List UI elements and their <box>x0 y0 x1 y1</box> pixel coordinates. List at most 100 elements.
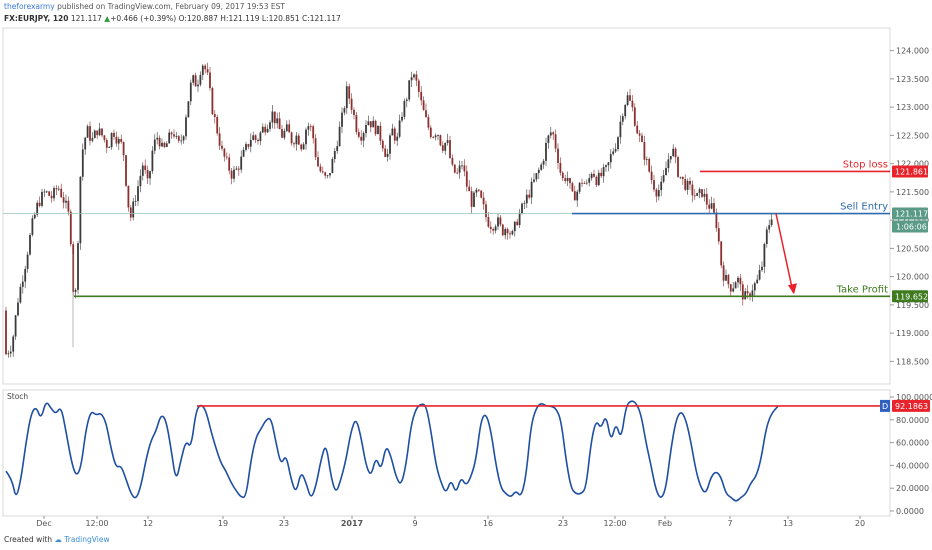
time-axis-label: 2017 <box>341 519 363 528</box>
candle-body <box>98 128 101 136</box>
candle-body <box>218 133 221 146</box>
candle-body <box>53 188 55 199</box>
open-value: O:120.887 <box>178 14 218 23</box>
sell-entry-label: Sell Entry <box>840 202 888 213</box>
candle-body <box>297 135 300 145</box>
candle-body <box>247 144 250 147</box>
candle-body <box>528 194 531 198</box>
candle-body <box>583 183 586 184</box>
symbol-label: FX:EURJPY, 120 <box>4 14 69 23</box>
candle-body <box>153 139 156 151</box>
candle-body <box>415 74 418 81</box>
symbol-info: FX:EURJPY, 120 121.117 ▲+0.466 (+0.39%) … <box>4 14 341 23</box>
candle-body <box>180 140 183 142</box>
candle-body <box>127 185 130 208</box>
price-pane-frame <box>2 27 891 385</box>
author-link[interactable]: theforexarmy <box>4 2 55 11</box>
candle-body <box>717 228 720 242</box>
candle-body <box>45 191 48 193</box>
stoch-axis-label: 80.0000 <box>896 416 929 425</box>
candle-body <box>384 148 387 157</box>
candle-body <box>134 201 137 202</box>
candle-body <box>74 289 77 292</box>
candle-body <box>374 120 377 135</box>
candle-body <box>655 189 658 197</box>
candle-body <box>713 203 715 213</box>
candle-body <box>389 135 391 154</box>
candle-body <box>410 77 413 81</box>
candle-body <box>614 149 617 152</box>
candle-body <box>185 117 187 137</box>
candle-body <box>271 111 274 123</box>
candle-body <box>633 107 636 126</box>
candle-body <box>343 108 346 113</box>
candle-body <box>763 243 766 267</box>
candle-body <box>653 180 655 190</box>
candle-body <box>741 284 744 300</box>
candle-body <box>283 131 286 138</box>
candle-body <box>48 191 51 196</box>
candle-body <box>372 120 375 128</box>
candle-body <box>458 165 461 173</box>
tradingview-logo-icon: ☁ <box>54 535 62 544</box>
candle-body <box>573 191 576 201</box>
candle-body <box>770 219 773 226</box>
candle-body <box>463 165 466 172</box>
candle-body <box>494 226 497 231</box>
candle-body <box>441 145 444 151</box>
candle-body <box>290 132 293 144</box>
candle-body <box>489 226 492 229</box>
candle-body <box>401 116 403 121</box>
candle-body <box>161 142 163 147</box>
time-axis: Dec 12:00 12 19 23 2017 9 16 23 12:00 Feb 7 13 20 <box>36 516 865 528</box>
candle-body <box>240 156 243 170</box>
candle-body <box>84 137 87 150</box>
candle-body <box>211 88 214 115</box>
candle-body <box>245 144 247 150</box>
candle-body <box>413 74 415 78</box>
candle-body <box>307 126 310 130</box>
close-value: C:121.117 <box>302 14 341 23</box>
time-axis-label: Dec <box>36 519 51 528</box>
candle-body <box>333 150 336 160</box>
stop-loss-badge-value: 121.861 <box>895 167 928 176</box>
candle-body <box>353 109 355 116</box>
time-axis-label: 23 <box>558 519 568 528</box>
candle-body <box>317 157 319 167</box>
candle-body <box>669 156 672 160</box>
candle-body <box>9 351 12 354</box>
candle-body <box>566 178 569 182</box>
candle-body <box>117 138 120 144</box>
candle-body <box>177 136 180 141</box>
candle-body <box>727 274 730 285</box>
time-axis-label: 20 <box>855 519 865 528</box>
candle-body <box>14 315 17 337</box>
candle-body <box>710 203 713 209</box>
time-axis-label: 9 <box>412 519 417 528</box>
candle-body <box>67 200 70 212</box>
candle-body <box>273 111 276 124</box>
candle-body <box>765 229 768 244</box>
candle-body <box>254 135 257 140</box>
candle-body <box>689 180 691 185</box>
countdown-badge <box>892 220 928 233</box>
candle-body <box>473 192 475 207</box>
candle-body <box>199 74 202 85</box>
stoch-line <box>5 400 779 502</box>
candle-body <box>612 151 615 155</box>
candle-body <box>708 204 711 209</box>
publish-text: published on TradingView.com, February 0… <box>57 2 285 11</box>
candle-body <box>345 86 348 109</box>
candle-body <box>348 86 351 99</box>
candle-body <box>408 80 411 100</box>
candle-body <box>355 115 358 133</box>
candle-body <box>151 150 154 172</box>
candle-body <box>182 136 185 141</box>
candle-body <box>420 91 423 101</box>
candle-body <box>446 140 449 143</box>
candle-body <box>609 154 612 163</box>
candle-body <box>530 181 533 198</box>
sell-entry-badge <box>892 207 928 220</box>
tradingview-brand[interactable]: TradingView <box>64 535 110 544</box>
